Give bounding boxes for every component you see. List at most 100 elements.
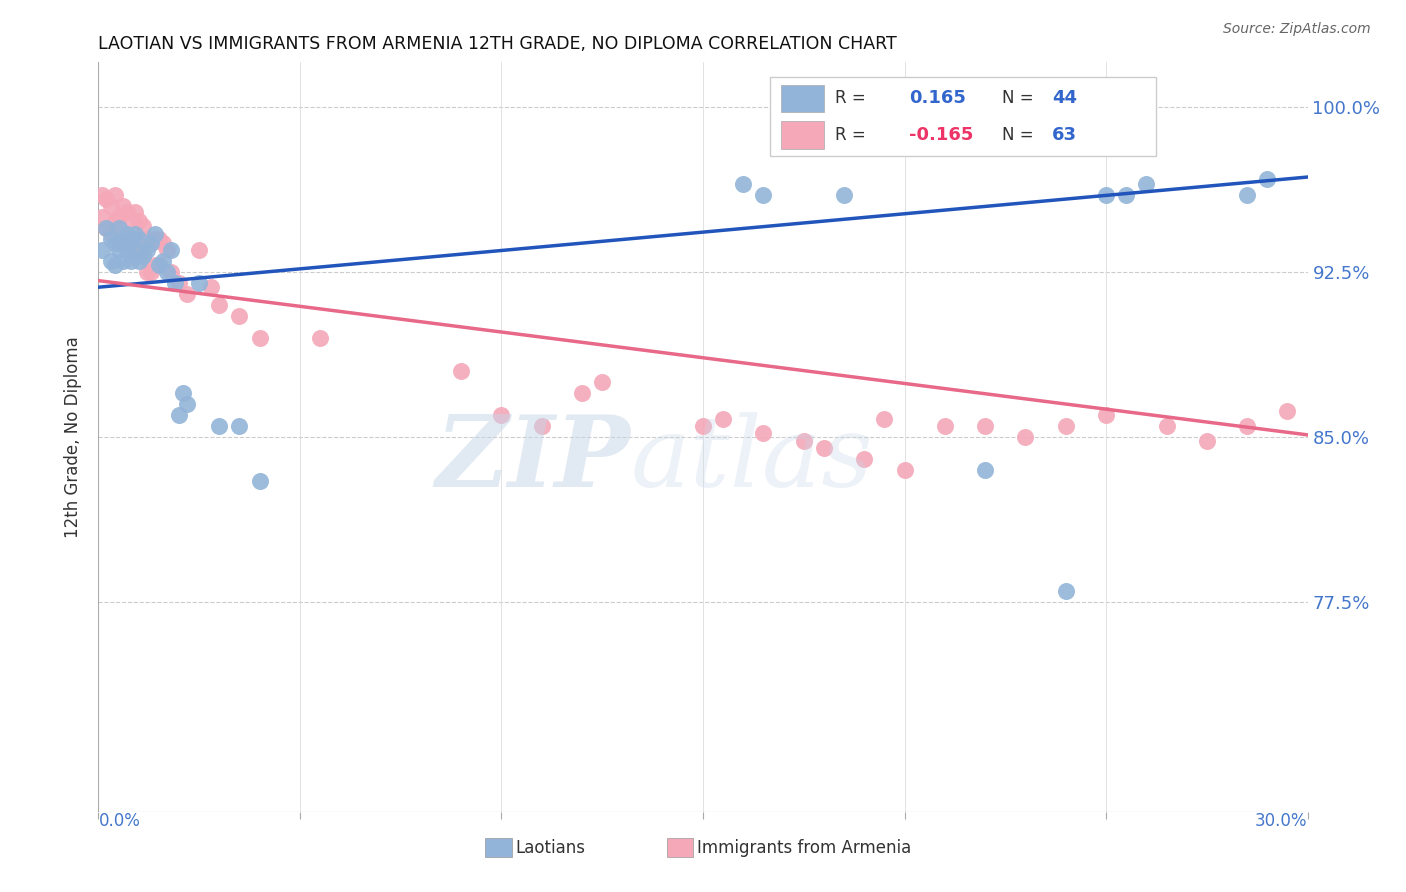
Point [893, 463, 915, 477]
Point [107, 243, 129, 257]
Point [873, 412, 896, 426]
Point [176, 286, 198, 301]
Point [128, 243, 150, 257]
Point [188, 243, 211, 257]
Point [143, 227, 166, 242]
Point [103, 236, 125, 251]
Point [100, 253, 122, 268]
Point [139, 265, 162, 279]
Point [128, 253, 150, 268]
FancyBboxPatch shape [666, 838, 693, 856]
Point [1135, 177, 1157, 191]
Point [152, 253, 174, 268]
Text: Source: ZipAtlas.com: Source: ZipAtlas.com [1223, 22, 1371, 37]
Point [111, 236, 134, 251]
Text: 30.0%: 30.0% [1256, 812, 1308, 830]
Point [103, 258, 125, 272]
Point [124, 243, 146, 257]
Point [934, 419, 956, 434]
Point [1156, 419, 1178, 434]
Point [1236, 419, 1258, 434]
Point [107, 210, 129, 224]
Point [152, 236, 174, 251]
Point [115, 227, 138, 242]
Point [450, 364, 472, 378]
Point [491, 408, 513, 422]
Point [124, 205, 146, 219]
Point [132, 249, 155, 263]
Point [135, 243, 157, 257]
Point [793, 434, 815, 449]
Point [832, 187, 855, 202]
Point [107, 220, 129, 235]
Point [249, 331, 271, 345]
Point [96, 220, 118, 235]
Point [752, 425, 775, 440]
Point [111, 253, 134, 268]
Point [143, 258, 166, 272]
Point [156, 265, 179, 279]
Point [115, 205, 138, 219]
Point [120, 253, 142, 268]
Point [591, 375, 613, 389]
Point [120, 232, 142, 246]
Point [176, 397, 198, 411]
Point [148, 258, 170, 272]
Point [160, 265, 183, 279]
Point [139, 236, 162, 251]
Point [188, 276, 211, 290]
Point [96, 220, 118, 235]
Point [120, 214, 142, 228]
Point [156, 243, 179, 257]
Point [132, 249, 155, 263]
Point [1054, 419, 1077, 434]
Point [1115, 187, 1137, 202]
Point [692, 419, 714, 434]
Point [1277, 403, 1299, 417]
Text: LAOTIAN VS IMMIGRANTS FROM ARMENIA 12TH GRADE, NO DIPLOMA CORRELATION CHART: LAOTIAN VS IMMIGRANTS FROM ARMENIA 12TH … [98, 35, 897, 53]
Point [1095, 408, 1118, 422]
Point [115, 236, 138, 251]
Text: ZIP: ZIP [436, 411, 630, 508]
Point [208, 298, 231, 312]
Text: atlas: atlas [630, 412, 873, 508]
Point [120, 243, 142, 257]
FancyBboxPatch shape [485, 838, 512, 856]
Point [96, 192, 118, 206]
Point [111, 227, 134, 242]
Point [135, 232, 157, 246]
Point [100, 232, 122, 246]
Point [100, 199, 122, 213]
Point [107, 236, 129, 251]
Point [853, 452, 876, 467]
Point [91, 210, 114, 224]
Point [160, 243, 183, 257]
Point [124, 227, 146, 242]
Point [1014, 430, 1036, 444]
Point [103, 214, 125, 228]
Point [1054, 584, 1077, 599]
Point [974, 419, 997, 434]
Point [813, 441, 835, 455]
Point [249, 474, 271, 488]
Point [132, 219, 155, 233]
Point [128, 214, 150, 228]
Point [571, 386, 593, 401]
Point [228, 419, 250, 434]
Point [135, 265, 157, 279]
Point [228, 309, 250, 323]
Point [163, 276, 186, 290]
Text: Immigrants from Armenia: Immigrants from Armenia [697, 838, 911, 856]
Point [148, 232, 170, 246]
Point [103, 187, 125, 202]
Point [167, 276, 190, 290]
Point [530, 419, 553, 434]
Point [100, 227, 122, 242]
Point [1236, 187, 1258, 202]
Point [111, 199, 134, 213]
Text: Laotians: Laotians [516, 838, 585, 856]
Point [711, 412, 734, 426]
Point [115, 243, 138, 257]
Point [91, 243, 114, 257]
Point [752, 187, 775, 202]
